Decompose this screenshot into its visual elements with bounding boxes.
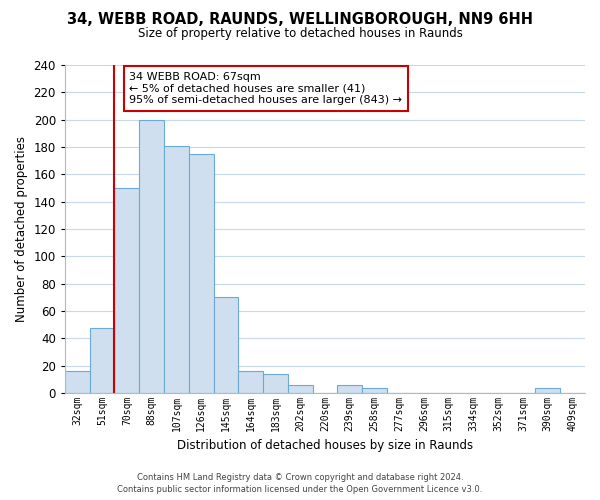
Bar <box>65 372 90 393</box>
Bar <box>189 154 214 393</box>
Bar <box>263 374 288 393</box>
Text: Contains HM Land Registry data © Crown copyright and database right 2024.
Contai: Contains HM Land Registry data © Crown c… <box>118 472 482 494</box>
Bar <box>238 372 263 393</box>
Text: Size of property relative to detached houses in Raunds: Size of property relative to detached ho… <box>137 28 463 40</box>
Bar <box>288 385 313 393</box>
Bar <box>362 388 387 393</box>
X-axis label: Distribution of detached houses by size in Raunds: Distribution of detached houses by size … <box>177 440 473 452</box>
Bar <box>214 298 238 393</box>
Text: 34 WEBB ROAD: 67sqm
← 5% of detached houses are smaller (41)
95% of semi-detache: 34 WEBB ROAD: 67sqm ← 5% of detached hou… <box>130 72 403 105</box>
Bar <box>164 146 189 393</box>
Text: 34, WEBB ROAD, RAUNDS, WELLINGBOROUGH, NN9 6HH: 34, WEBB ROAD, RAUNDS, WELLINGBOROUGH, N… <box>67 12 533 28</box>
Bar <box>139 120 164 393</box>
Bar <box>337 385 362 393</box>
Y-axis label: Number of detached properties: Number of detached properties <box>15 136 28 322</box>
Bar <box>90 328 115 393</box>
Bar <box>535 388 560 393</box>
Bar <box>115 188 139 393</box>
